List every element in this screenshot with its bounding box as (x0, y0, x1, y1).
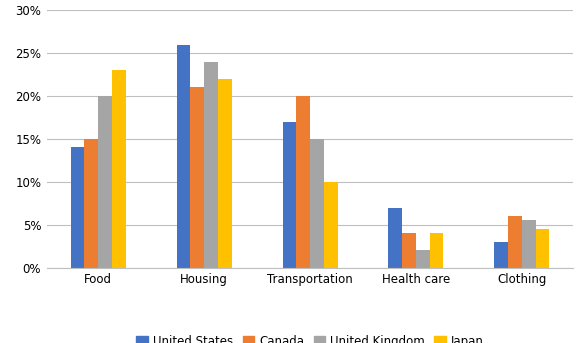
Bar (494, 242, 508, 268)
Bar (416, 250, 430, 268)
Bar (98, 96, 112, 268)
Bar (177, 45, 190, 268)
Bar (84, 139, 98, 268)
Legend: United States, Canada, United Kingdom, Japan: United States, Canada, United Kingdom, J… (132, 330, 488, 343)
Bar (296, 96, 310, 268)
Bar (522, 221, 536, 268)
Bar (218, 79, 232, 268)
Bar (508, 216, 522, 268)
Bar (112, 70, 126, 268)
Bar (402, 233, 416, 268)
Bar (324, 182, 338, 268)
Bar (430, 233, 443, 268)
Bar (536, 229, 549, 268)
Bar (283, 122, 296, 268)
Bar (310, 139, 324, 268)
Bar (388, 208, 402, 268)
Bar (71, 147, 84, 268)
Bar (190, 87, 204, 268)
Bar (204, 62, 218, 268)
